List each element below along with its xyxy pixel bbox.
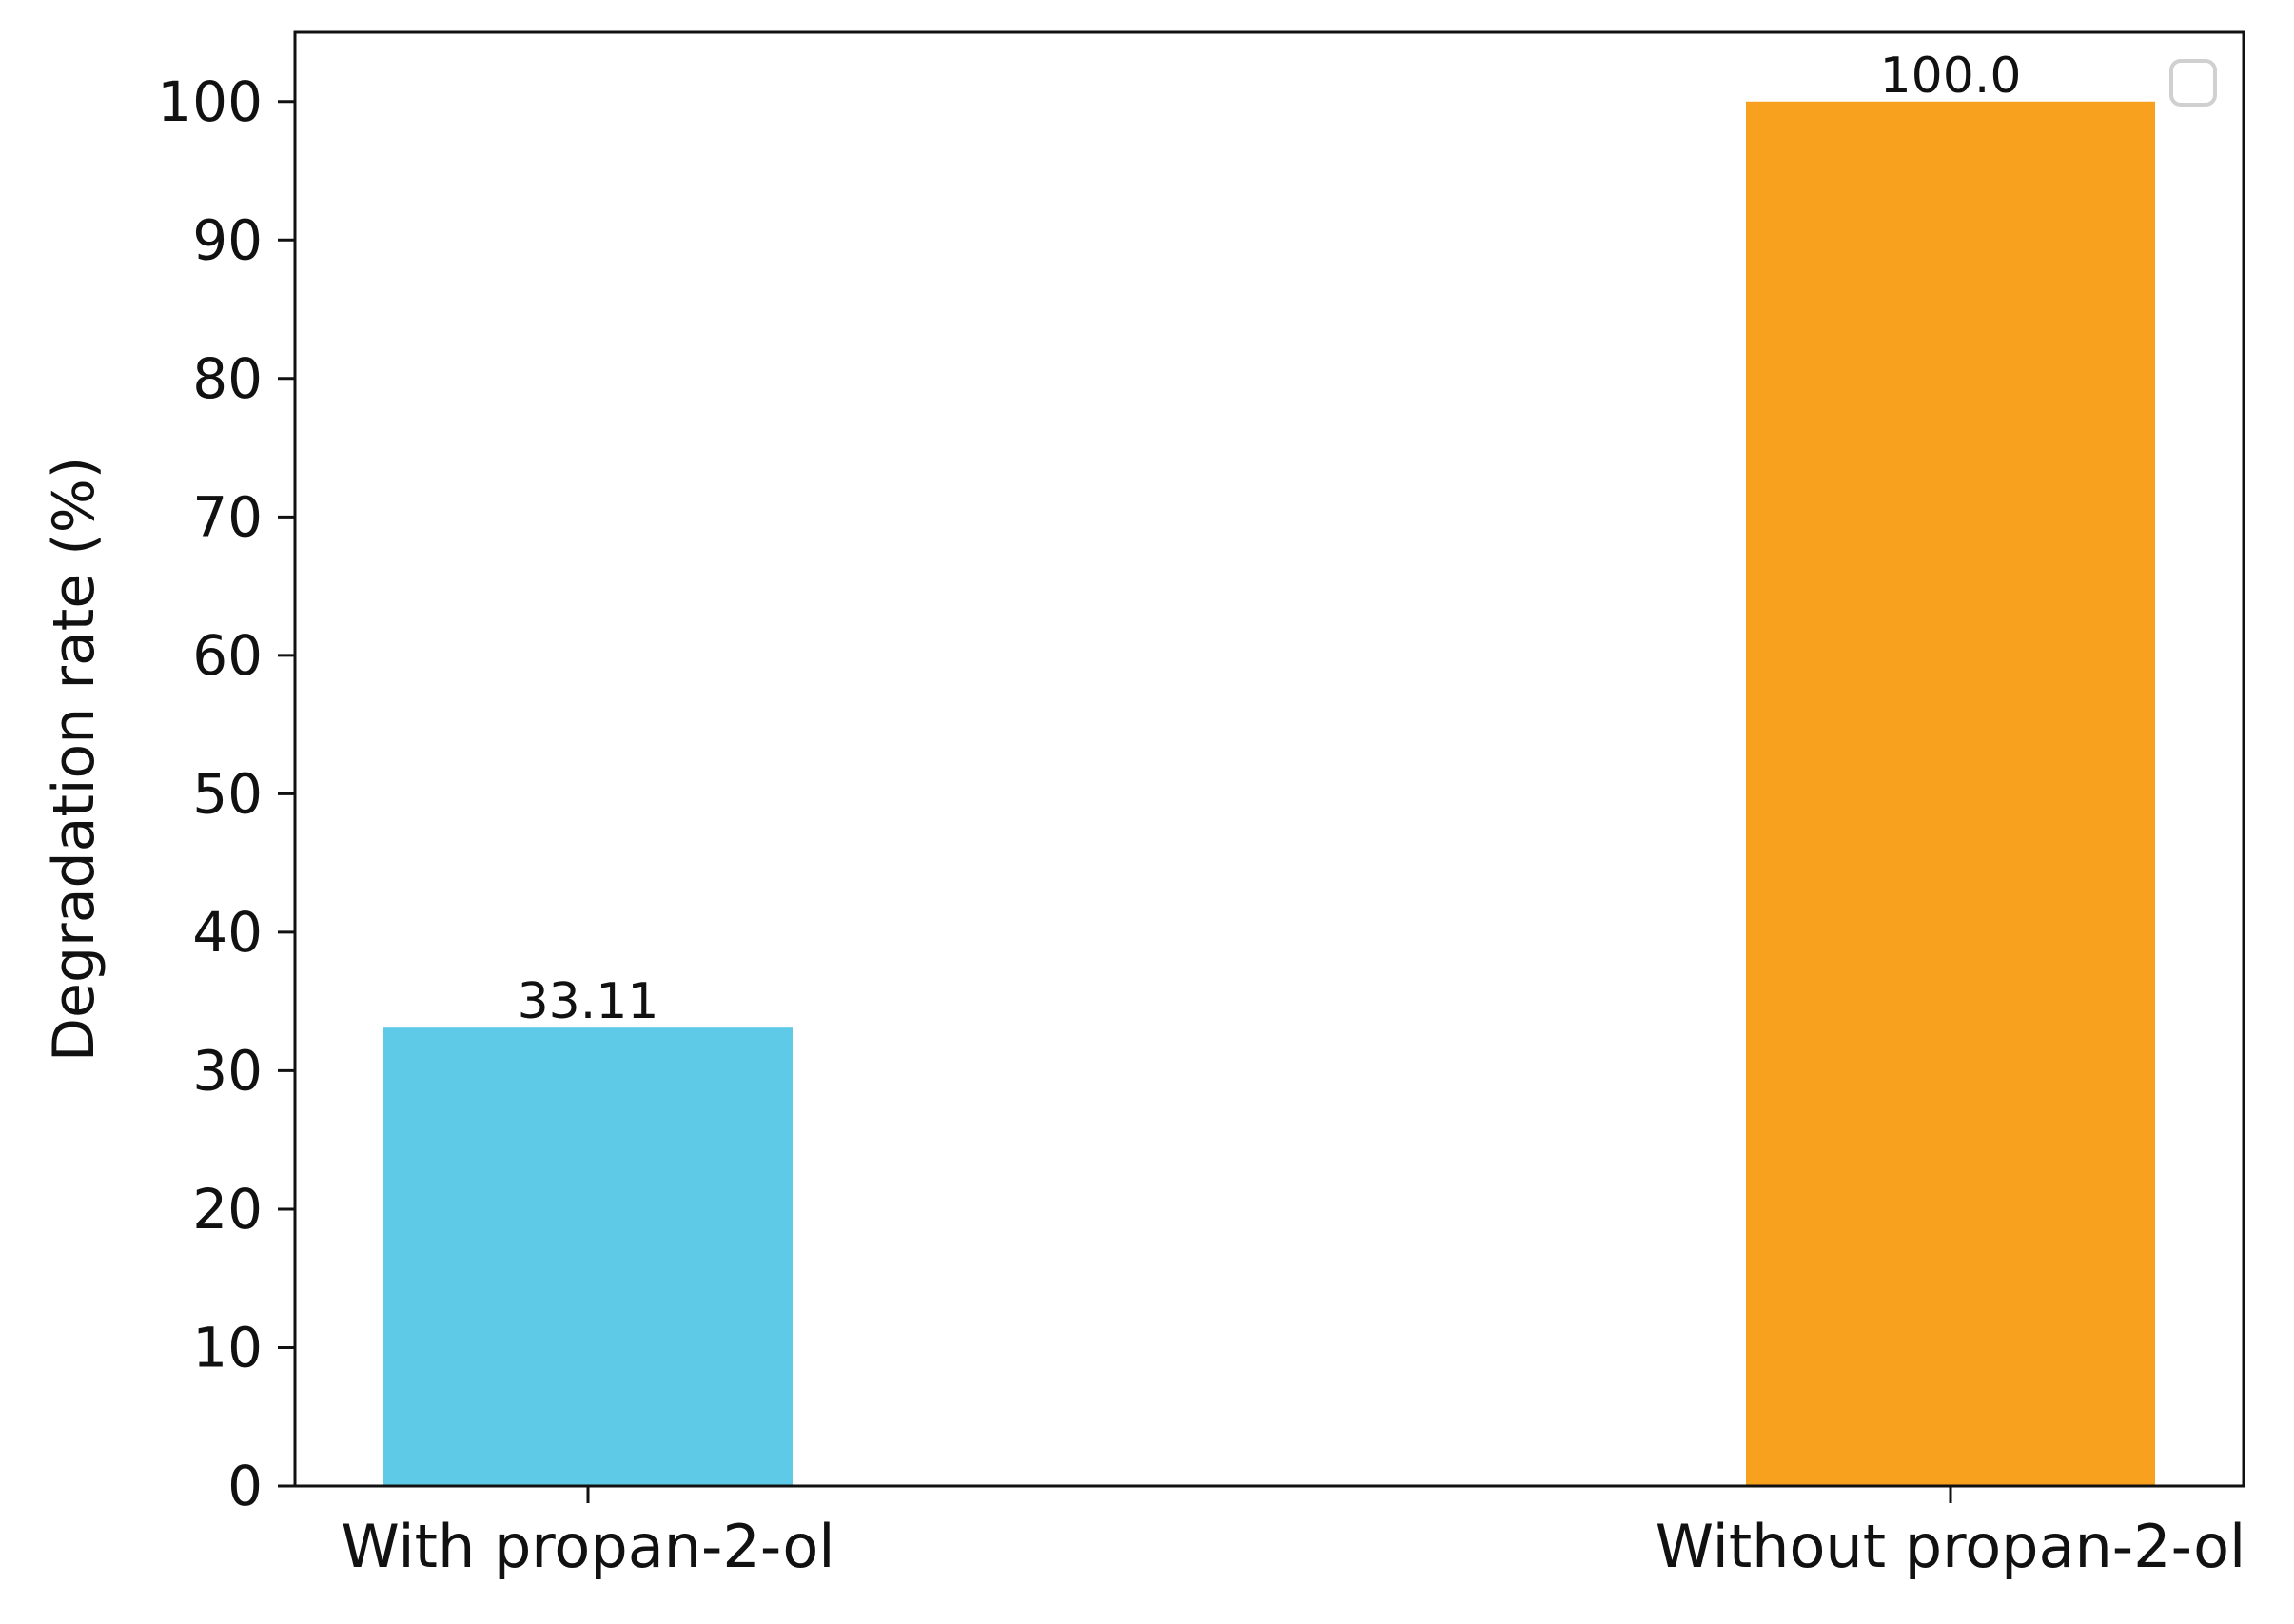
y-tick-label-0: 0 bbox=[227, 1454, 263, 1518]
y-tick-label-70: 70 bbox=[192, 484, 263, 549]
bar-1 bbox=[383, 1027, 793, 1486]
x-tick-label-2: Without propan-2-ol bbox=[1656, 1512, 2246, 1581]
data-label-1: 33.11 bbox=[518, 973, 659, 1030]
y-tick-label-10: 10 bbox=[192, 1315, 263, 1379]
y-tick-label-80: 80 bbox=[192, 346, 263, 411]
plot-frame bbox=[293, 30, 2245, 1488]
legend-box bbox=[2169, 59, 2217, 107]
y-tick-label-20: 20 bbox=[192, 1177, 263, 1242]
y-tick-label-50: 50 bbox=[192, 761, 263, 826]
y-tick-label-40: 40 bbox=[192, 900, 263, 965]
y-tick-label-100: 100 bbox=[157, 69, 263, 134]
y-axis-title: Degradation rate (%) bbox=[41, 457, 108, 1062]
x-tick-label-1: With propan-2-ol bbox=[341, 1512, 834, 1581]
y-tick-label-90: 90 bbox=[192, 207, 263, 272]
bar-2 bbox=[1746, 101, 2155, 1486]
y-tick-label-60: 60 bbox=[192, 623, 263, 688]
data-label-2: 100.0 bbox=[1880, 48, 2022, 105]
y-tick-label-30: 30 bbox=[192, 1038, 263, 1103]
